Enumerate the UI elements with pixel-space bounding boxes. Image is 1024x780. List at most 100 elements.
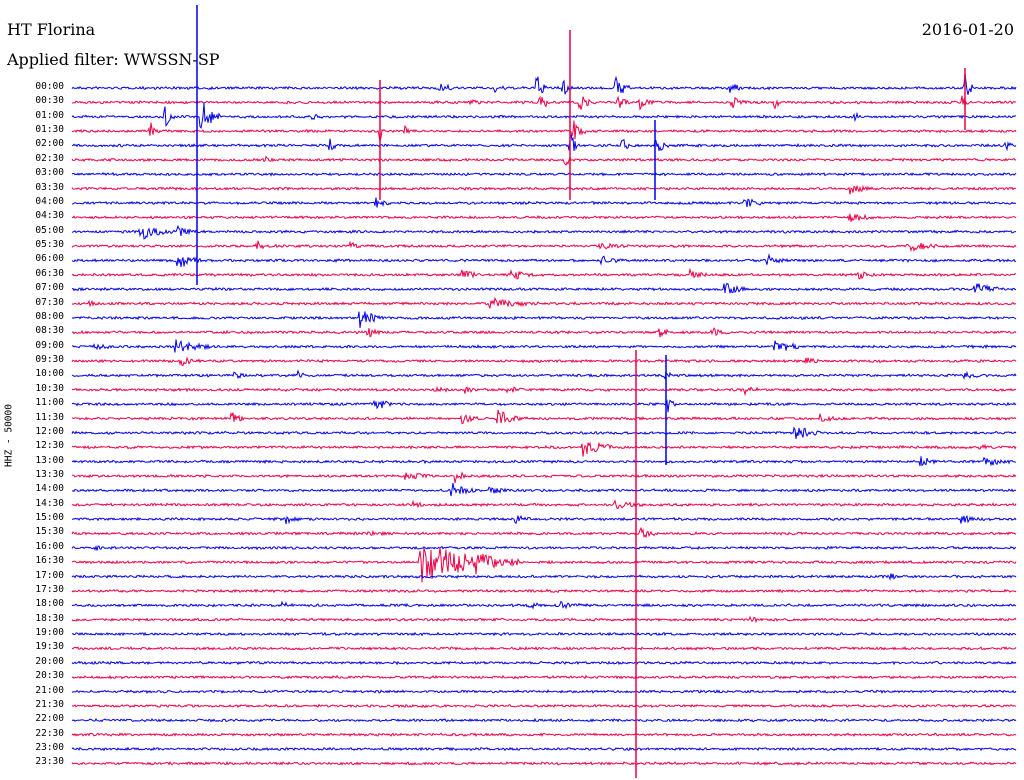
seismic-trace <box>71 674 1017 680</box>
seismic-trace <box>71 456 1017 467</box>
seismic-trace <box>71 296 1017 309</box>
seismic-trace <box>71 282 1017 294</box>
seismic-trace <box>71 184 1017 195</box>
seismic-trace <box>71 547 1017 583</box>
time-label: 12:30 <box>35 440 64 452</box>
seismic-trace <box>71 660 1017 666</box>
time-label: 10:00 <box>35 368 64 380</box>
seismic-trace <box>71 499 1017 510</box>
time-label: 00:00 <box>35 81 64 92</box>
time-label: 14:00 <box>35 483 64 495</box>
seismic-trace <box>71 356 1017 366</box>
time-label: 00:30 <box>35 95 64 107</box>
time-label: 19:30 <box>35 641 64 653</box>
seismic-trace <box>71 267 1017 280</box>
seismic-trace <box>71 544 1017 551</box>
seismic-trace <box>71 615 1017 624</box>
station-title: HT Florina <box>7 20 96 39</box>
seismic-trace <box>71 409 1017 425</box>
seismic-trace <box>71 703 1017 709</box>
seismic-trace <box>71 171 1017 177</box>
seismic-trace <box>71 689 1017 694</box>
time-label: 11:30 <box>35 411 64 423</box>
seismic-trace <box>71 631 1017 637</box>
time-label: 13:00 <box>35 454 64 466</box>
time-label: 21:30 <box>35 698 64 710</box>
seismic-trace <box>71 134 1017 152</box>
time-label: 02:30 <box>35 152 64 164</box>
time-label: 07:30 <box>35 296 64 308</box>
seismic-trace <box>71 311 1017 328</box>
time-label: 13:30 <box>35 468 64 480</box>
time-label: 10:30 <box>35 382 64 394</box>
seismic-trace <box>71 746 1017 752</box>
time-label: 03:30 <box>35 181 64 193</box>
time-label: 05:00 <box>35 224 64 236</box>
time-label: 05:30 <box>35 239 64 251</box>
time-label: 16:30 <box>35 555 64 567</box>
seismic-trace <box>71 253 1017 267</box>
seismic-trace <box>71 573 1017 581</box>
seismic-trace <box>71 102 1017 129</box>
time-label: 12:00 <box>35 425 64 437</box>
seismic-trace <box>71 339 1017 353</box>
time-label: 19:00 <box>35 627 64 639</box>
time-label: 17:30 <box>35 583 64 595</box>
time-label: 08:00 <box>35 310 64 322</box>
date-label: 2016-01-20 <box>921 20 1014 39</box>
time-label: 02:00 <box>35 138 64 150</box>
time-label: 04:00 <box>35 195 64 207</box>
time-label: 06:30 <box>35 267 64 279</box>
seismic-trace <box>71 471 1017 484</box>
time-label: 09:30 <box>35 354 64 366</box>
seismic-trace <box>72 514 1017 525</box>
time-label: 11:00 <box>35 397 64 409</box>
time-label: 15:30 <box>35 526 64 538</box>
time-label: 23:30 <box>35 756 64 768</box>
seismic-trace <box>72 120 1017 142</box>
seismic-trace <box>71 526 1017 539</box>
seismic-trace <box>71 732 1017 738</box>
seismic-trace <box>71 482 1017 497</box>
seismic-trace <box>71 426 1017 439</box>
time-label: 22:00 <box>35 713 64 725</box>
seismic-trace <box>71 73 1017 95</box>
time-label: 09:00 <box>35 339 64 351</box>
time-label: 20:00 <box>35 655 64 667</box>
seismic-trace <box>71 385 1017 397</box>
seismic-trace <box>71 760 1017 766</box>
seismic-trace <box>71 441 1017 457</box>
time-label: 01:00 <box>35 109 64 121</box>
seismic-trace <box>71 369 1017 380</box>
time-label: 04:30 <box>35 210 64 222</box>
time-label: 17:00 <box>35 569 64 581</box>
time-label: 06:00 <box>35 253 64 265</box>
time-label: 18:00 <box>35 598 64 610</box>
seismic-trace <box>71 224 1017 240</box>
seismic-trace <box>71 717 1017 723</box>
seismic-trace <box>71 588 1017 594</box>
time-label: 21:00 <box>35 684 64 696</box>
time-label: 23:00 <box>35 742 64 754</box>
seismic-trace <box>72 213 1017 222</box>
seismic-trace <box>71 197 1017 208</box>
seismic-trace <box>71 399 1017 413</box>
time-label: 03:00 <box>35 167 64 179</box>
time-label: 16:00 <box>35 540 64 552</box>
seismic-trace <box>71 155 1017 166</box>
time-label: 07:00 <box>35 282 64 294</box>
time-label: 18:30 <box>35 612 64 624</box>
time-label: 20:30 <box>35 670 64 682</box>
seismic-trace <box>71 327 1017 338</box>
time-label: 08:30 <box>35 325 64 337</box>
time-label: 15:00 <box>35 512 64 524</box>
seismic-trace <box>71 95 1017 111</box>
filter-label: Applied filter: WWSSN-SP <box>7 50 220 69</box>
time-label: 01:30 <box>35 124 64 136</box>
seismic-trace <box>71 240 1017 253</box>
time-label: 14:30 <box>35 497 64 509</box>
time-label: 22:30 <box>35 727 64 739</box>
seismic-trace <box>71 646 1017 651</box>
seismic-trace <box>71 600 1017 610</box>
